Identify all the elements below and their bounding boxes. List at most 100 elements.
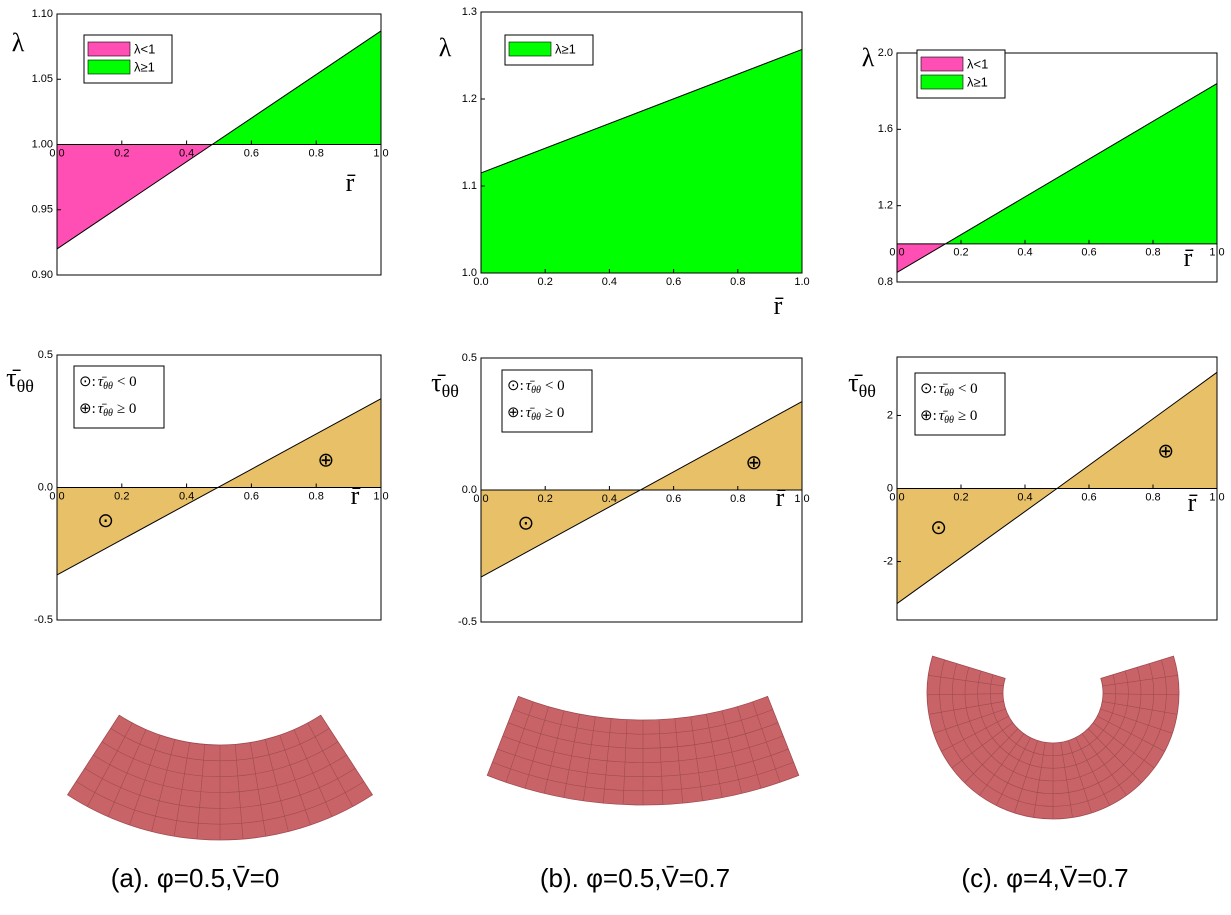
y-tick-label: -0.5 <box>458 616 477 628</box>
y-tick-label: 0.0 <box>38 481 53 493</box>
annotation: ⊕ <box>318 449 335 471</box>
legend-relation: < 0 <box>958 381 978 397</box>
legend-sub: θθ <box>103 381 113 392</box>
mesh-spoke <box>1033 742 1046 818</box>
mesh-spoke <box>107 729 147 817</box>
area-above <box>57 30 381 145</box>
mesh-spoke <box>928 674 1004 687</box>
legend-label: ⊙: τ̄θθ < 0 <box>920 381 978 399</box>
y-tick-label: 1.2 <box>462 93 477 105</box>
y-tick-label: 0.0 <box>462 484 477 496</box>
area-below <box>57 144 381 249</box>
y-tick-label: 1.1 <box>462 180 477 192</box>
mesh-spoke <box>941 715 1009 752</box>
legend-relation: ≥ 0 <box>545 405 564 421</box>
x-tick-label: 0.0 <box>889 491 904 503</box>
mesh-spoke <box>1097 715 1165 752</box>
mesh-spoke <box>293 729 333 817</box>
legend-label: λ≥1 <box>967 74 988 89</box>
annotation: ⊙ <box>930 517 947 539</box>
x-tick-label: 1.0 <box>794 493 809 505</box>
x-tick-label: 0.6 <box>666 493 681 505</box>
y-axis-label-sub: θθ <box>442 381 459 401</box>
y-axis-label: τ̄θθ <box>848 368 876 401</box>
y-tick-label: -0.5 <box>34 614 53 626</box>
y-tick-label: 2.0 <box>878 47 893 59</box>
x-tick-label: 0.8 <box>1145 247 1160 259</box>
legend-relation: ≥ 0 <box>958 408 977 424</box>
mesh-spoke <box>622 719 628 805</box>
y-axis-label: λ <box>862 43 875 72</box>
x-tick-label: 0.4 <box>602 493 617 505</box>
y-tick-label: 0 <box>887 482 893 494</box>
mesh-spoke <box>1102 674 1178 687</box>
mesh-spoke <box>307 722 353 807</box>
mesh-spoke <box>658 719 664 805</box>
mesh-spoke <box>173 742 190 837</box>
mesh-spoke <box>563 713 580 798</box>
mesh-spoke <box>933 708 1006 734</box>
mesh-spoke <box>151 739 176 832</box>
x-tick-label: 0.4 <box>179 490 194 502</box>
mesh-spoke <box>752 701 781 783</box>
y-axis-label: τ̄θθ <box>431 368 459 401</box>
plot-frame <box>896 52 1218 283</box>
legend-sub: θθ <box>531 385 541 396</box>
x-axis-label: r̄ <box>351 481 361 510</box>
mesh-spoke <box>1100 708 1173 734</box>
x-tick-label: 0.4 <box>1017 491 1032 503</box>
annotation: ⊕ <box>1157 440 1174 462</box>
x-tick-label: 0.4 <box>602 276 617 288</box>
legend-relation: < 0 <box>545 378 565 394</box>
legend-swatch <box>87 59 131 75</box>
mesh-spoke <box>706 713 723 798</box>
area-below <box>57 487 381 575</box>
mesh-spoke <box>1093 722 1155 769</box>
legend-name: τ̄ <box>526 405 535 421</box>
legend-box <box>914 372 1006 436</box>
y-axis-label-sub: θθ <box>859 381 876 401</box>
x-axis-label: r̄ <box>346 168 356 197</box>
mesh-spoke <box>1102 701 1178 715</box>
mesh-spoke <box>674 718 684 804</box>
mesh-spoke <box>951 722 1013 769</box>
y-tick-label: 0.90 <box>32 269 53 281</box>
x-tick-label: 0.2 <box>953 491 968 503</box>
mesh-spoke <box>690 716 703 801</box>
mesh-spoke <box>1081 733 1127 796</box>
mesh-spoke <box>583 716 596 801</box>
y-axis-label: τ̄θθ <box>6 363 34 396</box>
x-tick-label: 0.0 <box>49 490 64 502</box>
y-tick-label: 0.5 <box>462 352 477 364</box>
mesh-spoke <box>979 733 1025 796</box>
x-tick-label: 0.6 <box>666 276 681 288</box>
legend-label: λ<1 <box>967 56 988 71</box>
x-tick-label: 0.2 <box>538 276 553 288</box>
mesh-spoke <box>1060 742 1073 818</box>
mesh-spoke <box>1102 693 1179 696</box>
y-axis-label-main: λ <box>439 33 452 62</box>
line <box>896 83 1218 273</box>
x-tick-label: 1.0 <box>373 490 388 502</box>
x-tick-label: 1.0 <box>373 147 388 159</box>
legend-label: λ≥1 <box>555 41 576 56</box>
legend-label: ⊕: τ̄θθ ≥ 0 <box>79 401 136 419</box>
y-axis-label-sub: θθ <box>17 376 34 396</box>
mesh-spoke <box>1075 737 1110 806</box>
mesh-spoke <box>1068 740 1092 814</box>
x-tick-label: 0.2 <box>953 247 968 259</box>
y-tick-label: -2 <box>883 555 893 567</box>
legend-sub: θθ <box>103 408 113 419</box>
y-tick-label: 1.05 <box>32 73 53 85</box>
y-axis-label-main: λ <box>12 28 25 57</box>
legend-swatch <box>508 41 552 57</box>
x-axis-label: r̄ <box>1188 488 1198 517</box>
mesh-spoke <box>1087 728 1142 783</box>
annotation: ⊕ <box>745 452 762 474</box>
legend-label: ⊕: τ̄θθ ≥ 0 <box>507 405 564 423</box>
caption: (a). φ=0.5,V̄=0 <box>111 863 280 893</box>
x-tick-label: 0.2 <box>114 147 129 159</box>
y-tick-label: 0.5 <box>38 349 53 361</box>
mesh-spoke <box>505 701 534 783</box>
